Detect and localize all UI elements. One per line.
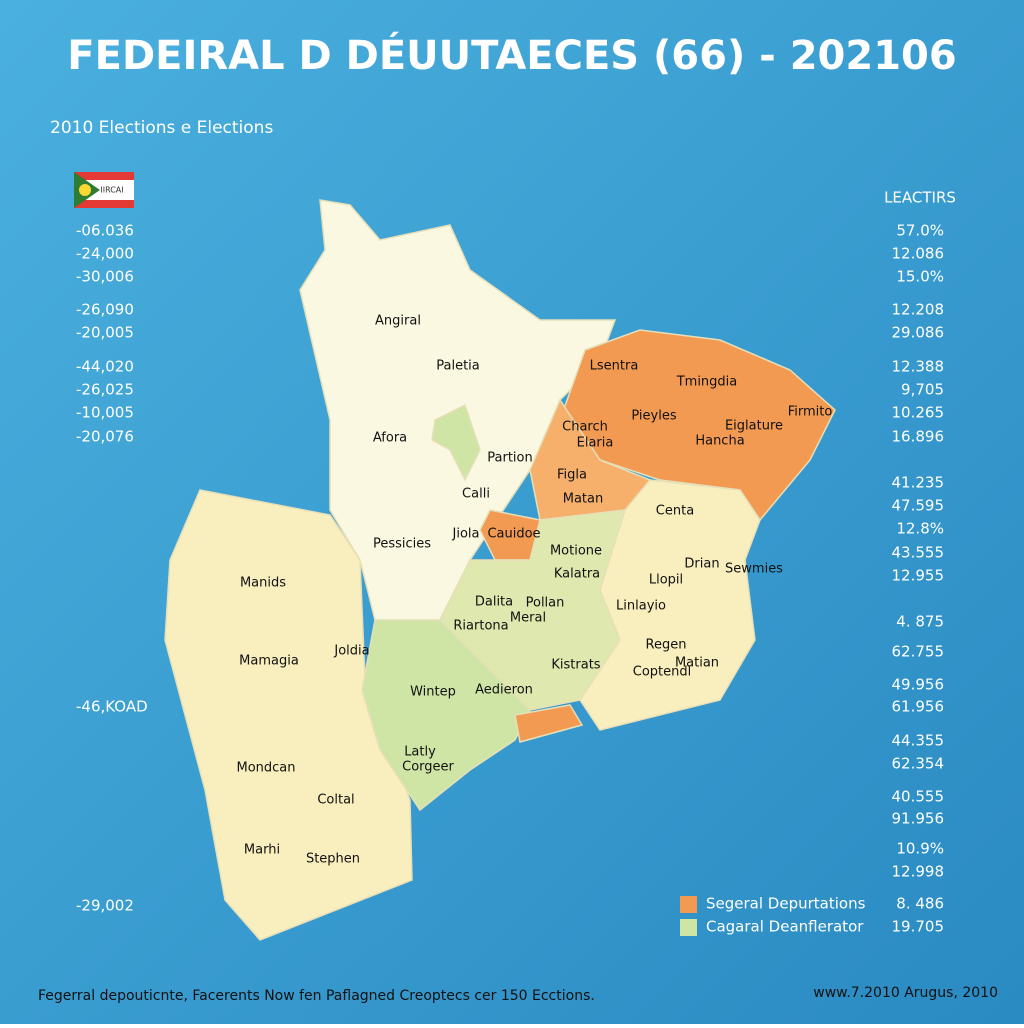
right-value: 29.086: [892, 324, 945, 342]
region-label: Pieyles: [631, 409, 676, 424]
right-value: 12.8%: [896, 520, 944, 538]
region-label: Regen: [646, 638, 687, 653]
region-label: Pessicies: [373, 537, 431, 552]
right-value: 16.896: [892, 428, 945, 446]
region-label: Matan: [563, 492, 604, 507]
left-value: -44,020: [76, 358, 134, 376]
right-value: 10.265: [892, 404, 945, 422]
right-value: 19.705: [892, 918, 945, 936]
flag: IIRCAI: [74, 172, 134, 208]
left-value: -20,076: [76, 428, 134, 446]
left-value: -10,005: [76, 404, 134, 422]
left-value: -20,005: [76, 324, 134, 342]
region-label: Linlayio: [616, 599, 666, 614]
right-value: 49.956: [892, 676, 945, 694]
region-label: Hancha: [695, 434, 744, 449]
legend-label: Segeral Depurtations: [706, 895, 866, 913]
legend-swatch: [680, 919, 697, 936]
region-label: Meral: [510, 611, 546, 626]
left-value: -06.036: [76, 222, 134, 240]
region-label: Motione: [550, 544, 602, 559]
region-label: Firmito: [788, 405, 833, 420]
region-label: Kistrats: [551, 658, 600, 673]
map: [164, 199, 836, 941]
region-label: Figla: [557, 468, 587, 483]
region-label: Angiral: [375, 314, 421, 329]
left-value: -46,KOAD: [76, 698, 148, 716]
region-label: Partion: [487, 451, 532, 466]
footer-right: www.7.2010 Arugus, 2010: [813, 985, 998, 1001]
region-label: Stephen: [306, 852, 360, 867]
right-panel-title: LEACTIRS: [884, 189, 956, 207]
region-label: Elaria: [577, 436, 614, 451]
region-label: Matian: [675, 656, 719, 671]
region-label: Riartona: [453, 619, 508, 634]
region-label: Afora: [373, 431, 407, 446]
right-value: 47.595: [892, 497, 945, 515]
region-label: Paletia: [436, 359, 480, 374]
right-value: 62.755: [892, 643, 945, 661]
left-value: -26,025: [76, 381, 134, 399]
right-value: 12.955: [892, 567, 945, 585]
region-label: Manids: [240, 576, 286, 591]
right-value: 4. 875: [896, 613, 944, 631]
right-value: 12.086: [892, 245, 945, 263]
right-value: 40.555: [892, 788, 945, 806]
left-value: -30,006: [76, 268, 134, 286]
region-label: Pollan: [526, 596, 565, 611]
right-value: 61.956: [892, 698, 945, 716]
region-label: Coptendl: [633, 665, 691, 680]
region-label: Corgeer: [402, 760, 454, 775]
right-value: 41.235: [892, 474, 945, 492]
region-label: Sewmies: [725, 562, 783, 577]
region-label: Lsentra: [590, 359, 639, 374]
region-label: Wintep: [410, 685, 456, 700]
title: FEDEIRAL D DÉUUTAECES (66) - 202106: [67, 31, 956, 79]
legend-label: Cagaral Deanflerator: [706, 918, 864, 936]
region-label: Aedieron: [475, 683, 533, 698]
region-label: Drian: [684, 557, 719, 572]
right-value: 43.555: [892, 544, 945, 562]
region-label: Eiglature: [725, 419, 783, 434]
region-label: Tmingdia: [676, 375, 738, 390]
left-value: -29,002: [76, 897, 134, 915]
region-label: Calli: [462, 487, 490, 502]
right-value: 9,705: [901, 381, 944, 399]
region-label: Charch: [562, 420, 608, 435]
region-label: Centa: [656, 504, 694, 519]
right-value: 15.0%: [896, 268, 944, 286]
region-label: Marhi: [244, 843, 280, 858]
right-value: 62.354: [892, 755, 945, 773]
left-value: -24,000: [76, 245, 134, 263]
right-value: 12.998: [892, 863, 945, 881]
legend-swatch: [680, 896, 697, 913]
left-value: -26,090: [76, 301, 134, 319]
region-label: Cauidoe: [487, 527, 540, 542]
subtitle: 2010 Elections e Elections: [50, 118, 273, 138]
region-label: Joldia: [333, 644, 369, 659]
region-label: Mondcan: [236, 761, 295, 776]
right-value: 12.388: [892, 358, 945, 376]
region-label: Jiola: [452, 527, 480, 542]
region-label: Mamagia: [239, 654, 299, 669]
right-value: 57.0%: [896, 222, 944, 240]
region-label: Dalita: [475, 595, 513, 610]
footer-left: Fegerral depouticnte, Facerents Now fen …: [38, 988, 595, 1004]
region-label: Coltal: [317, 793, 354, 808]
right-value: 44.355: [892, 732, 945, 750]
flag-label: IIRCAI: [100, 186, 123, 195]
right-value: 12.208: [892, 301, 945, 319]
right-value: 91.956: [892, 810, 945, 828]
right-value: 8. 486: [896, 895, 944, 913]
region-label: Latly: [404, 745, 436, 760]
region-label: Llopil: [649, 573, 683, 588]
region-label: Kalatra: [554, 567, 600, 582]
right-value: 10.9%: [896, 840, 944, 858]
